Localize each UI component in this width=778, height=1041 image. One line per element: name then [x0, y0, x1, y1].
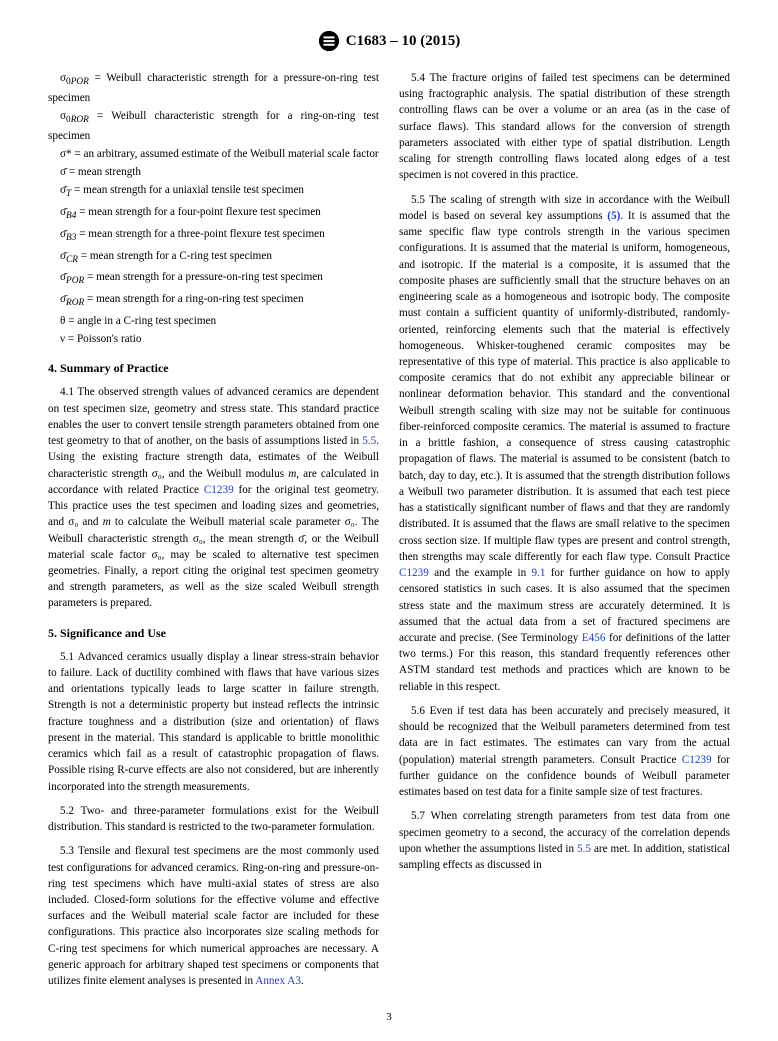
- section-4-title: 4. Summary of Practice: [48, 361, 379, 376]
- link-5-5[interactable]: 5.5: [577, 843, 591, 855]
- page: C1683 – 10 (2015) σ0POR = Weibull charac…: [0, 0, 778, 1041]
- page-number: 3: [0, 1011, 778, 1023]
- definition-item: σ̄ROR = mean strength for a ring-on-ring…: [48, 291, 379, 311]
- para-5-5: 5.5 The scaling of strength with size in…: [399, 192, 730, 695]
- definition-item: σ* = an arbitrary, assumed estimate of t…: [48, 146, 379, 162]
- definition-item: σ0ROR = Weibull characteristic strength …: [48, 108, 379, 144]
- text: to calculate the Weibull material scale …: [48, 516, 379, 609]
- definition-item: σ̄B4 = mean strength for a four-point fl…: [48, 204, 379, 224]
- italic-m: m: [103, 516, 111, 528]
- definition-item: σ̄B3 = mean strength for a three-point f…: [48, 226, 379, 246]
- link-c1239[interactable]: C1239: [399, 567, 429, 579]
- link-c1239[interactable]: C1239: [682, 754, 712, 766]
- text: 4.1 The observed strength values of adva…: [48, 386, 379, 447]
- link-ref-5[interactable]: (5): [607, 210, 620, 222]
- text: and the example in: [429, 567, 532, 579]
- link-5-5[interactable]: 5.5: [362, 435, 376, 447]
- designation: C1683 – 10 (2015): [346, 33, 461, 50]
- document-header: C1683 – 10 (2015): [48, 30, 730, 52]
- link-annex-a3[interactable]: Annex A3: [255, 975, 301, 987]
- definition-item: σ0POR = Weibull characteristic strength …: [48, 70, 379, 106]
- link-9-1[interactable]: 9.1: [531, 567, 545, 579]
- definition-item: σ̄T = mean strength for a uniaxial tensi…: [48, 182, 379, 202]
- para-5-3: 5.3 Tensile and flexural test specimens …: [48, 843, 379, 989]
- definition-item: σ̄CR = mean strength for a C-ring test s…: [48, 248, 379, 268]
- text: 5.6 Even if test data has been accuratel…: [399, 705, 730, 766]
- para-5-4: 5.4 The fracture origins of failed test …: [399, 70, 730, 184]
- section-5-title: 5. Significance and Use: [48, 626, 379, 641]
- text: .: [301, 975, 304, 987]
- para-4-1: 4.1 The observed strength values of adva…: [48, 384, 379, 611]
- para-5-1: 5.1 Advanced ceramics usually display a …: [48, 649, 379, 795]
- definition-item: σ̄POR = mean strength for a pressure-on-…: [48, 269, 379, 289]
- definition-item: ν = Poisson's ratio: [48, 331, 379, 347]
- definition-item: θ = angle in a C-ring test specimen: [48, 313, 379, 329]
- content-columns: σ0POR = Weibull characteristic strength …: [48, 70, 730, 990]
- para-5-2: 5.2 Two- and three-parameter formulation…: [48, 803, 379, 835]
- para-5-7: 5.7 When correlating strength parameters…: [399, 808, 730, 873]
- text: . It is assumed that the same specific f…: [399, 210, 730, 563]
- link-e456[interactable]: E456: [582, 632, 606, 644]
- definition-item: σ̄ = mean strength: [48, 164, 379, 180]
- para-5-6: 5.6 Even if test data has been accuratel…: [399, 703, 730, 800]
- link-c1239[interactable]: C1239: [204, 484, 234, 496]
- symbol-definitions: σ0POR = Weibull characteristic strength …: [48, 70, 379, 347]
- text: 5.3 Tensile and flexural test specimens …: [48, 845, 379, 987]
- astm-logo-icon: [318, 30, 340, 52]
